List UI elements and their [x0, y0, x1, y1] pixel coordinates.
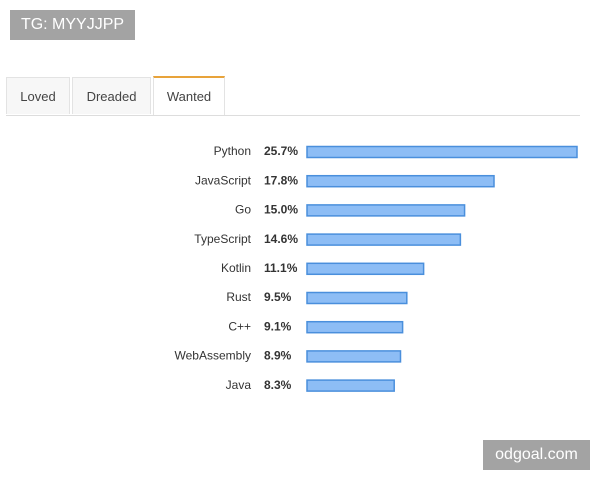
category-label: C++ [228, 319, 251, 333]
value-label: 17.8% [264, 173, 298, 187]
tab[interactable]: Dreaded [72, 77, 151, 114]
watermark: TG: MYYJJPP [10, 10, 135, 40]
value-label: 25.7% [264, 144, 298, 158]
value-label: 14.6% [264, 232, 298, 246]
footer-watermark: odgoal.com [483, 440, 590, 470]
value-label: 9.1% [264, 319, 292, 333]
category-label: Python [214, 144, 251, 158]
tab-bar: Loved Dreaded Wanted [6, 76, 580, 116]
bar [306, 204, 466, 217]
category-label: JavaScript [195, 173, 252, 187]
category-label: Kotlin [221, 261, 251, 275]
bar [306, 379, 395, 392]
value-label: 11.1% [264, 261, 298, 275]
category-label: TypeScript [194, 232, 251, 246]
tab-active[interactable]: Wanted [153, 76, 225, 115]
bar [306, 233, 462, 246]
category-label: Java [226, 378, 252, 392]
bar [306, 262, 425, 276]
value-label: 8.9% [264, 349, 292, 363]
value-label: 15.0% [264, 203, 298, 217]
bar [306, 350, 402, 363]
value-label: 9.5% [264, 290, 292, 304]
category-label: Rust [226, 290, 251, 304]
bar [306, 320, 404, 334]
bar [306, 145, 578, 159]
bar [306, 174, 495, 188]
category-label: WebAssembly [175, 349, 251, 363]
value-label: 8.3% [264, 378, 292, 392]
bar [306, 291, 408, 305]
tab[interactable]: Loved [6, 77, 70, 114]
category-label: Go [235, 203, 251, 217]
